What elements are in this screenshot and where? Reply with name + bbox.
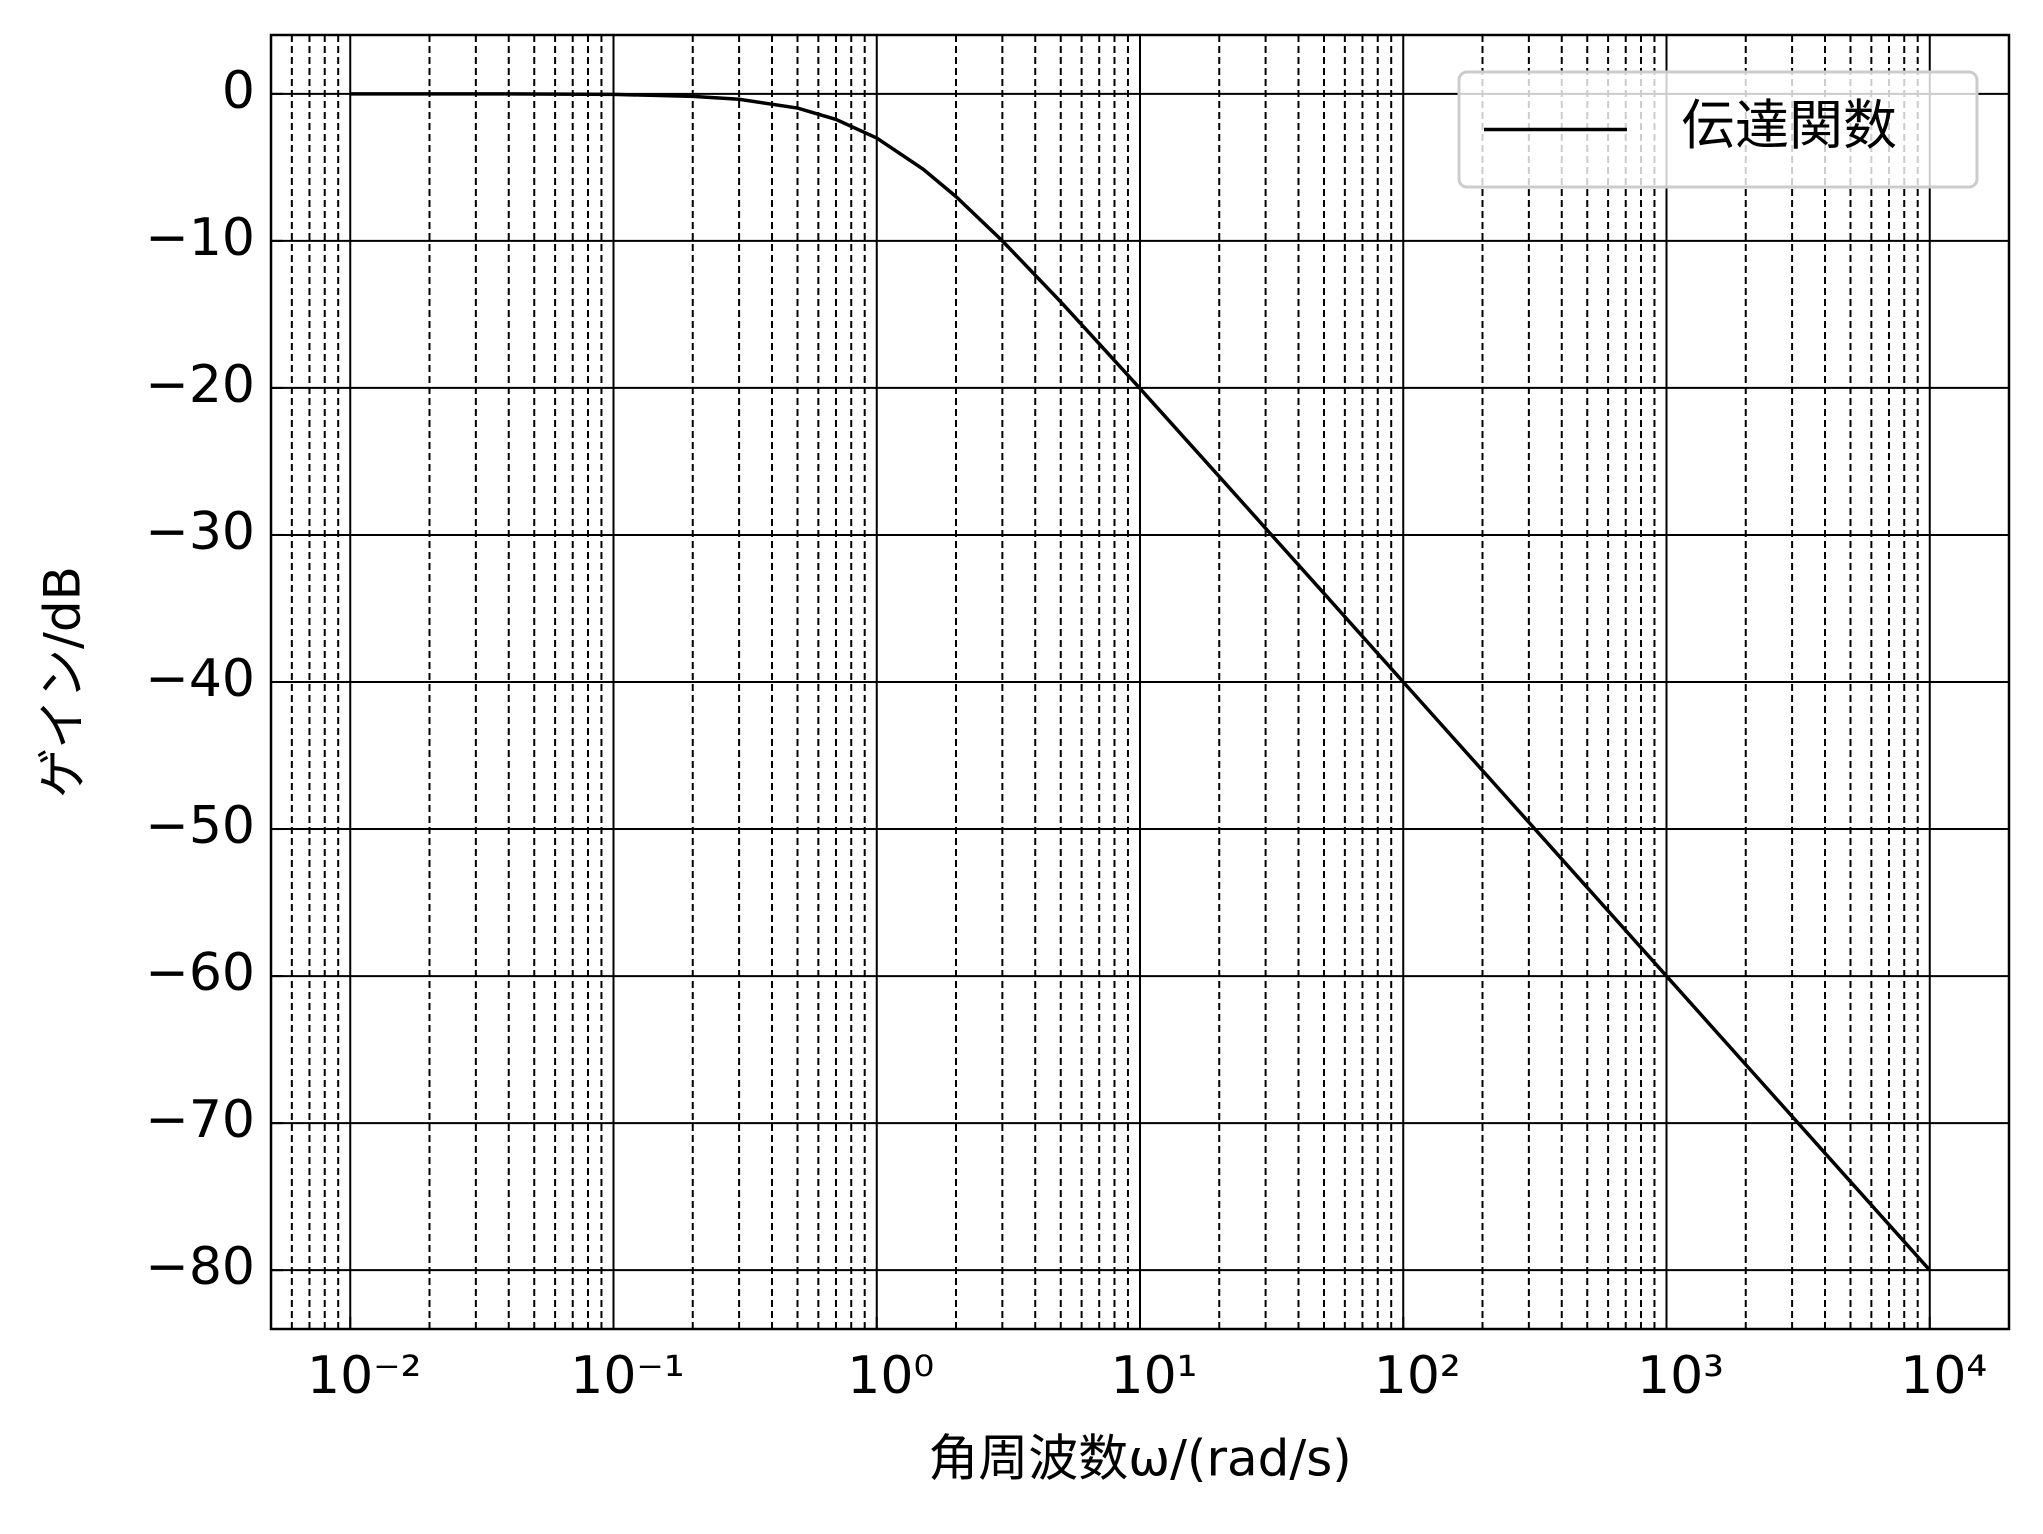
y-tick-label: 0 bbox=[222, 61, 255, 121]
x-tick-label: 10⁴ bbox=[1900, 1346, 1987, 1406]
legend-box bbox=[1457, 70, 1979, 189]
x-axis-label: 角周波数ω/(rad/s) bbox=[928, 1430, 1352, 1488]
series-line bbox=[350, 92, 1932, 1272]
y-tick-label: −10 bbox=[145, 208, 255, 268]
y-tick-label: −40 bbox=[145, 649, 255, 709]
y-tick-label: −80 bbox=[145, 1237, 255, 1297]
x-tick-label: 10³ bbox=[1637, 1346, 1724, 1406]
y-tick-label: −70 bbox=[145, 1090, 255, 1150]
x-tick-label: 10¹ bbox=[1110, 1346, 1197, 1406]
legend-label: 伝達関数 bbox=[1681, 94, 1897, 157]
y-tick-label: −20 bbox=[145, 355, 255, 415]
x-tick-label: 10² bbox=[1374, 1346, 1461, 1406]
y-tick-label: −30 bbox=[145, 502, 255, 562]
y-tick-label: −60 bbox=[145, 943, 255, 1003]
plot-frame bbox=[269, 33, 2011, 1331]
y-tick-label: −50 bbox=[145, 796, 255, 856]
x-tick-label: 10⁻¹ bbox=[570, 1346, 684, 1406]
y-axis-label: ゲイン/dB bbox=[34, 566, 92, 798]
x-tick-label: 10⁰ bbox=[847, 1346, 934, 1406]
x-tick-label: 10⁻² bbox=[307, 1346, 421, 1406]
